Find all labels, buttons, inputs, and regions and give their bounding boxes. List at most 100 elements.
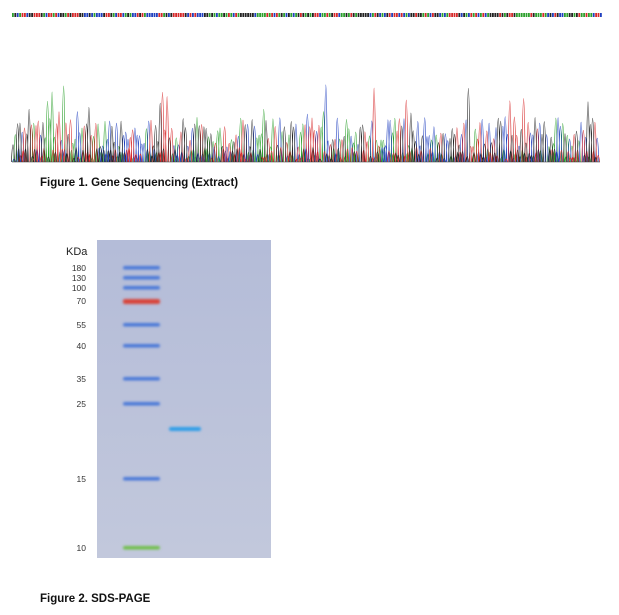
marker-label: 40 (77, 341, 87, 351)
base-glyph (367, 13, 369, 17)
base-glyph (158, 13, 161, 17)
base-glyph (388, 13, 391, 17)
base-glyph (69, 13, 72, 17)
base-glyph (81, 13, 84, 17)
base-glyph (321, 13, 324, 17)
base-glyph (28, 13, 31, 17)
base-glyph (489, 13, 492, 17)
base-glyph (297, 13, 300, 17)
base-glyph (400, 13, 403, 17)
base-glyph (364, 13, 367, 17)
base-glyph (285, 13, 288, 17)
base-glyph (64, 13, 67, 17)
base-glyph (21, 13, 24, 17)
base-glyph (127, 13, 129, 17)
base-glyph (302, 13, 305, 17)
ladder-band (123, 323, 160, 327)
base-glyph (309, 13, 312, 17)
base-glyph (199, 13, 201, 17)
base-glyph (350, 13, 353, 17)
base-glyph (110, 13, 113, 17)
base-glyph (184, 13, 187, 17)
base-glyph (256, 13, 259, 17)
base-glyph (348, 13, 350, 17)
base-glyph (172, 13, 175, 17)
marker-label: 130 (72, 273, 86, 283)
base-glyph (112, 13, 115, 17)
base-glyph (136, 13, 139, 17)
base-glyph (276, 13, 278, 17)
base-glyph (182, 13, 185, 17)
base-glyph (424, 13, 427, 17)
marker-label: 70 (77, 296, 87, 306)
marker-label: 180 (72, 263, 86, 273)
base-glyph (324, 13, 326, 17)
base-glyph (516, 13, 518, 17)
base-glyph (134, 13, 137, 17)
base-glyph (98, 13, 101, 17)
base-glyph (547, 13, 549, 17)
base-glyph (74, 13, 77, 17)
base-glyph (477, 13, 480, 17)
ladder-band (123, 402, 160, 406)
sequence-strip (12, 13, 602, 17)
base-glyph (585, 13, 588, 17)
base-glyph (518, 13, 521, 17)
base-glyph (446, 13, 449, 17)
base-glyph (93, 13, 96, 17)
base-glyph (244, 13, 247, 17)
base-glyph (177, 13, 180, 17)
base-glyph (232, 13, 235, 17)
base-glyph (393, 13, 396, 17)
base-glyph (554, 13, 557, 17)
ladder-band (123, 286, 160, 290)
base-glyph (405, 13, 408, 17)
base-glyph (146, 13, 149, 17)
ladder-band (123, 377, 160, 381)
base-glyph (14, 13, 17, 17)
base-glyph (160, 13, 163, 17)
base-glyph (50, 13, 53, 17)
base-glyph (420, 13, 422, 17)
base-glyph (26, 13, 29, 17)
base-glyph (230, 13, 233, 17)
base-glyph (228, 13, 230, 17)
base-glyph (300, 13, 302, 17)
base-glyph (100, 13, 103, 17)
base-glyph (19, 13, 21, 17)
base-glyph (249, 13, 252, 17)
base-glyph (115, 13, 117, 17)
base-glyph (338, 13, 341, 17)
base-glyph (40, 13, 43, 17)
base-glyph (76, 13, 79, 17)
base-glyph (283, 13, 285, 17)
base-glyph (362, 13, 365, 17)
base-glyph (427, 13, 429, 17)
base-glyph (268, 13, 271, 17)
base-glyph (316, 13, 319, 17)
base-glyph (468, 13, 470, 17)
base-glyph (242, 13, 245, 17)
gel (97, 240, 271, 558)
base-glyph (103, 13, 105, 17)
base-glyph (460, 13, 463, 17)
base-glyph (501, 13, 504, 17)
base-glyph (288, 13, 290, 17)
base-glyph (564, 13, 566, 17)
base-glyph (573, 13, 576, 17)
base-glyph (487, 13, 489, 17)
base-glyph (292, 13, 295, 17)
base-glyph (307, 13, 309, 17)
base-glyph (45, 13, 48, 17)
base-glyph (189, 13, 192, 17)
base-glyph (331, 13, 333, 17)
base-glyph (386, 13, 389, 17)
marker-label: 25 (77, 399, 87, 409)
base-glyph (537, 13, 540, 17)
base-glyph (175, 13, 177, 17)
base-glyph (122, 13, 125, 17)
base-glyph (355, 13, 357, 17)
base-glyph (33, 13, 36, 17)
base-glyph (55, 13, 57, 17)
marker-label: 35 (77, 374, 87, 384)
